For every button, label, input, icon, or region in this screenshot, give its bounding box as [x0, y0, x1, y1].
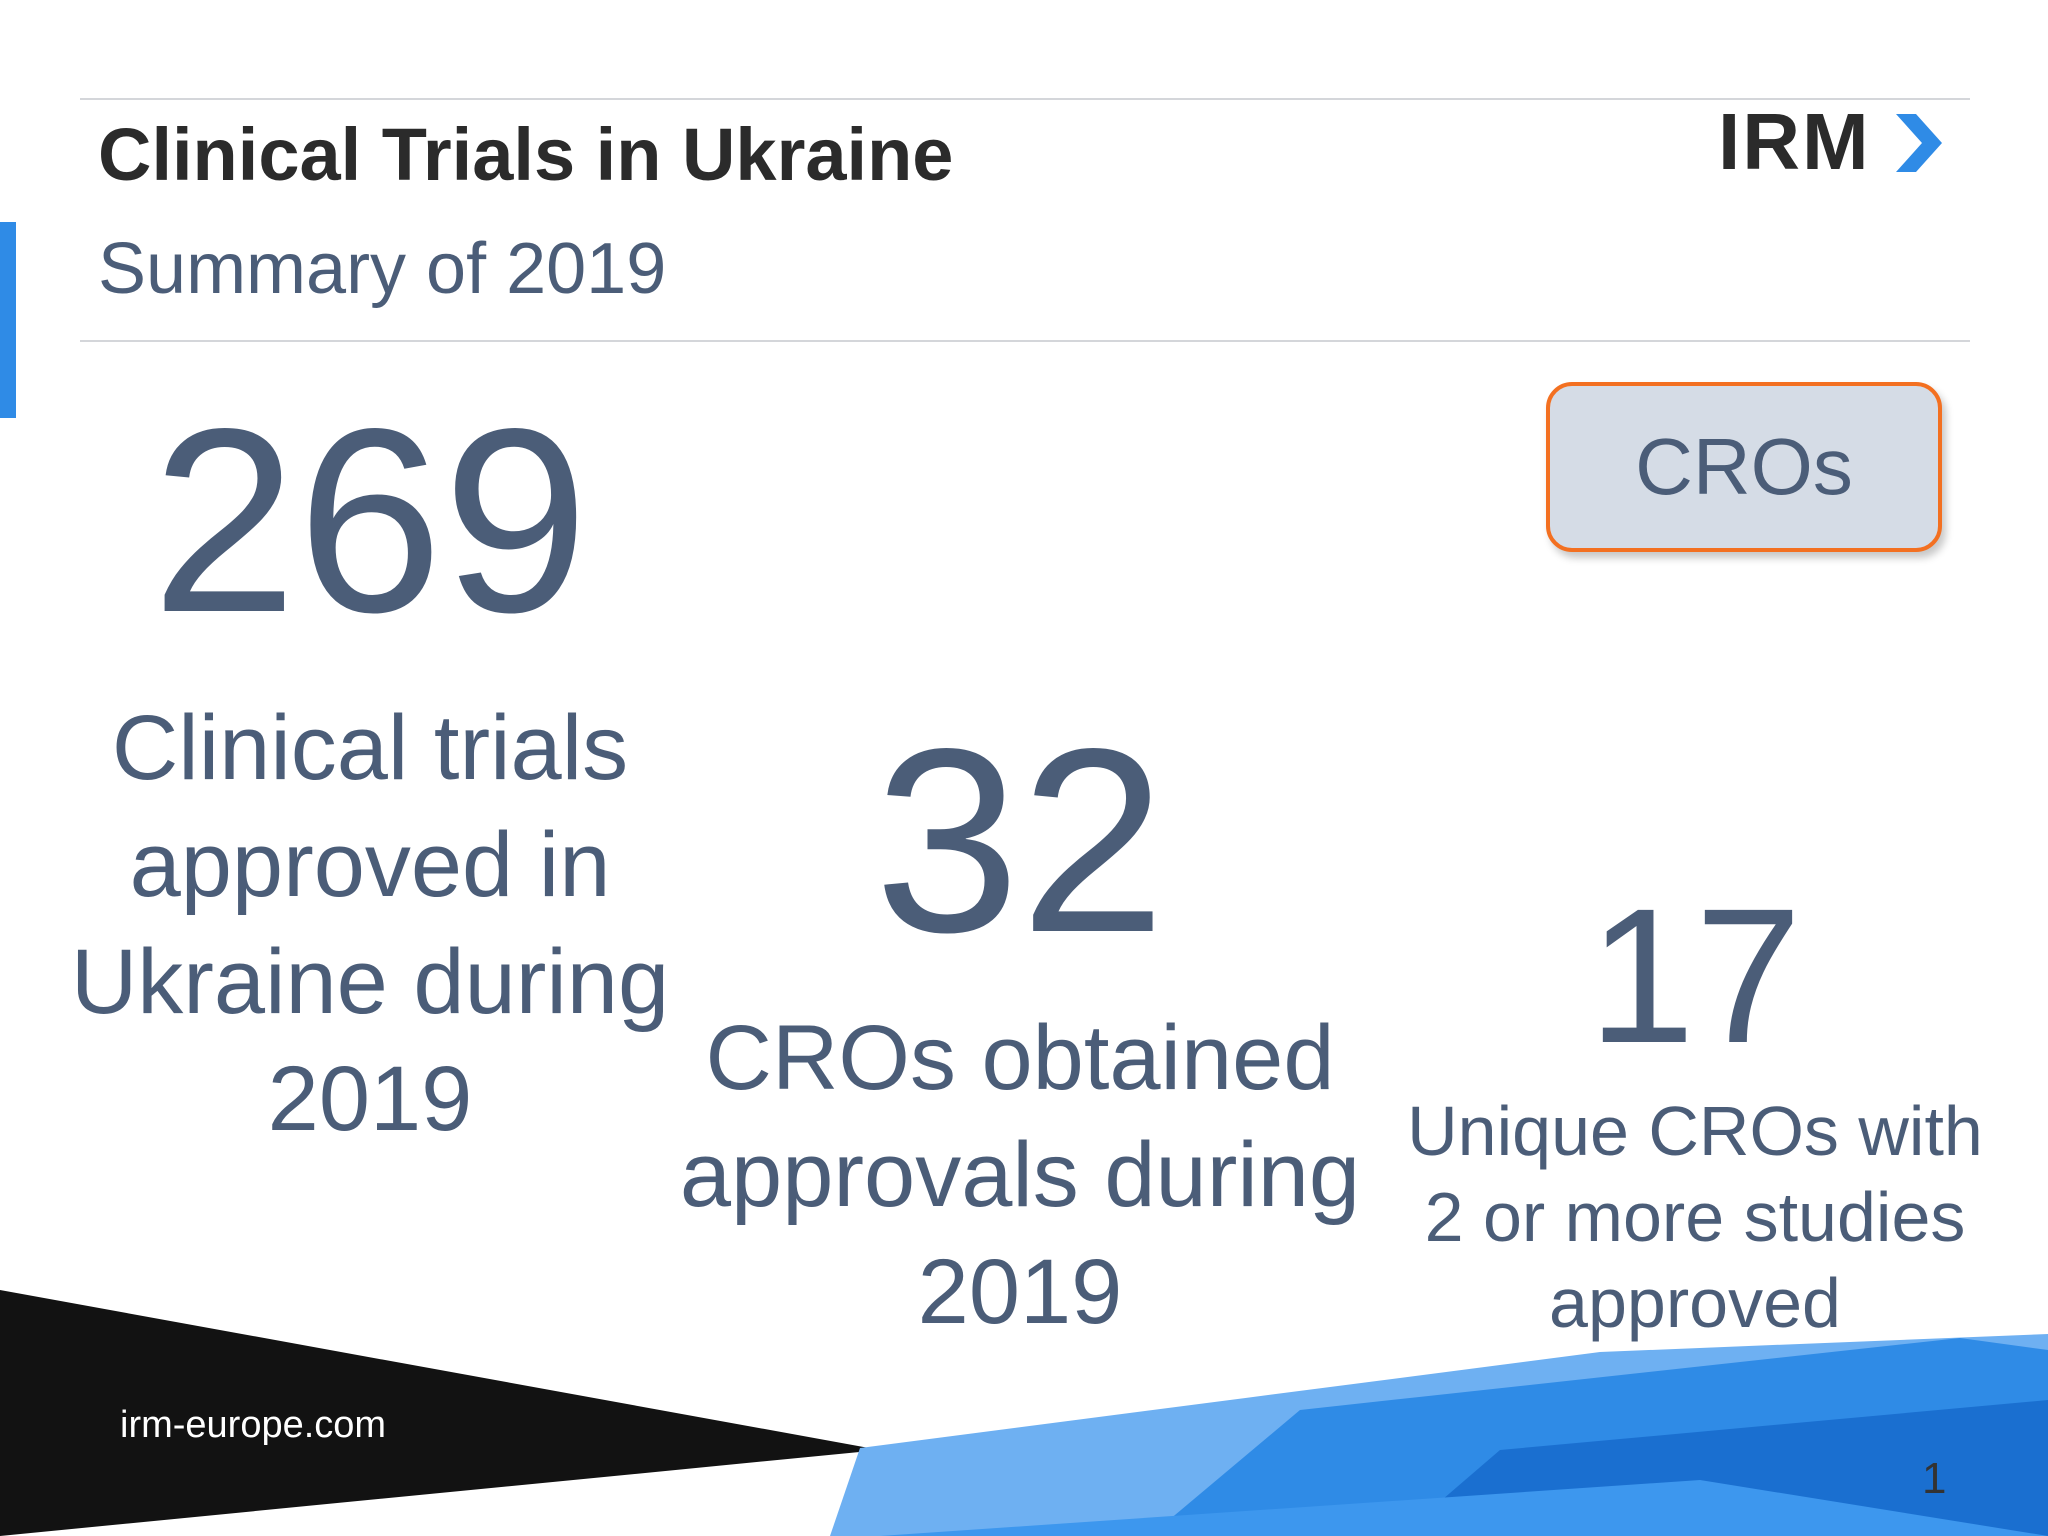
header-bottom-rule [80, 340, 1970, 342]
footer-decoration [0, 1290, 2048, 1536]
stat-cros-value: 32 [874, 694, 1166, 987]
stat-trials-value: 269 [151, 374, 589, 667]
logo-wordmark: IRM [1718, 97, 1871, 186]
header-top-rule [80, 98, 1970, 100]
chevron-right-icon [1896, 114, 1942, 172]
stat-cros-description: CROs obtained approvals during 2019 [679, 1007, 1361, 1343]
slide-title: Clinical Trials in Ukraine [98, 113, 954, 196]
page-number: 1 [1922, 1454, 1947, 1503]
left-accent-bar [0, 222, 16, 418]
footer-website-link[interactable]: irm-europe.com [120, 1404, 387, 1446]
stat-unique-cros-value: 17 [1588, 868, 1802, 1083]
irm-logo: IRM [1718, 97, 1948, 186]
cros-button[interactable]: CROs [1546, 382, 1942, 552]
stat-trials-description: Clinical trials approved in Ukraine duri… [70, 697, 670, 1150]
slide-subtitle: Summary of 2019 [98, 229, 667, 309]
stat-unique-cros-description: Unique CROs with 2 or more studies appro… [1407, 1092, 1983, 1342]
